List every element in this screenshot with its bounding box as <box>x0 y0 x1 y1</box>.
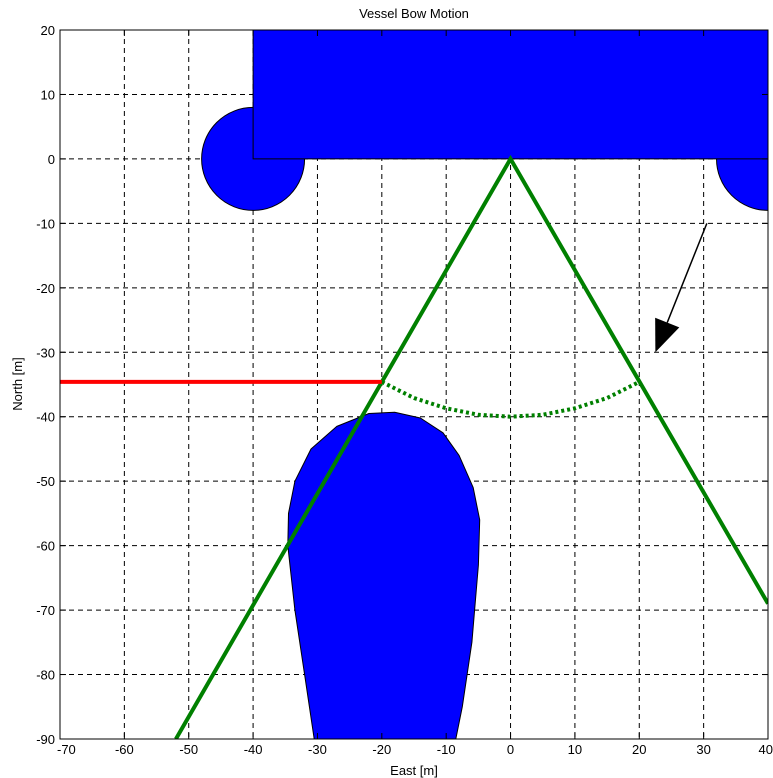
x-tick-label: -60 <box>115 742 134 757</box>
x-tick-label: 40 <box>759 742 773 757</box>
x-tick-label: 10 <box>568 742 582 757</box>
annotation-layer <box>655 223 708 353</box>
y-tick-label: -50 <box>36 474 55 489</box>
shapes-layer <box>201 30 768 739</box>
series-layer <box>60 154 768 739</box>
x-tick-label: -70 <box>57 742 76 757</box>
x-tick-label: 20 <box>632 742 646 757</box>
y-tick-label: -60 <box>36 539 55 554</box>
x-tick-label: 0 <box>507 742 514 757</box>
x-tick-label: 30 <box>696 742 710 757</box>
x-tick-label: -30 <box>308 742 327 757</box>
y-tick-label: -40 <box>36 410 55 425</box>
x-axis-label: East [m] <box>390 763 438 778</box>
y-tick-label: -10 <box>36 216 55 231</box>
y-tick-label: 10 <box>41 87 55 102</box>
y-axis: 20 10 0 -10 -20 -30 -40 -50 -60 -70 -80 -90 <box>36 23 768 747</box>
y-tick-label: -70 <box>36 603 55 618</box>
sector-arc <box>380 380 641 419</box>
x-tick-label: -10 <box>437 742 456 757</box>
sector-line <box>174 154 768 739</box>
chart-title: Vessel Bow Motion <box>359 6 469 21</box>
y-tick-label: 20 <box>41 23 55 38</box>
y-tick-label: -20 <box>36 281 55 296</box>
vessel-bow <box>287 411 481 739</box>
y-tick-label: -90 <box>36 732 55 747</box>
x-tick-label: -40 <box>244 742 263 757</box>
y-tick-label: -80 <box>36 668 55 683</box>
y-tick-label: 0 <box>48 152 55 167</box>
y-tick-label: -30 <box>36 345 55 360</box>
arrow-head <box>655 317 680 353</box>
x-tick-label: -50 <box>179 742 198 757</box>
y-axis-label: North [m] <box>10 357 25 410</box>
quay <box>252 30 768 160</box>
arrow-shaft <box>666 223 708 323</box>
x-tick-label: -20 <box>372 742 391 757</box>
axes-frame <box>59 29 769 740</box>
x-axis: -70 -60 -50 -40 -30 -20 -10 0 10 20 30 40 <box>57 30 773 757</box>
